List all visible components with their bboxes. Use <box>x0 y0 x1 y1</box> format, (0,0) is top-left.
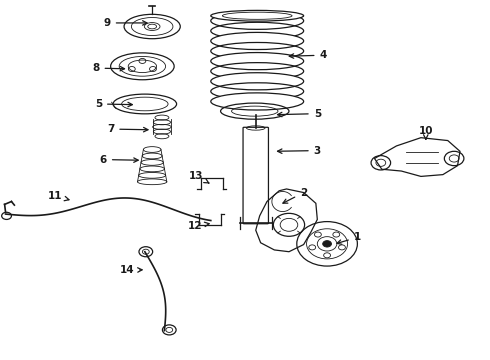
Text: 5: 5 <box>95 99 132 109</box>
Text: 8: 8 <box>92 63 124 73</box>
Text: 12: 12 <box>188 221 209 231</box>
Text: 7: 7 <box>107 124 148 134</box>
Ellipse shape <box>211 53 304 70</box>
Circle shape <box>323 240 331 247</box>
Text: 6: 6 <box>99 154 138 165</box>
Text: 4: 4 <box>289 50 327 60</box>
Ellipse shape <box>211 32 304 50</box>
Ellipse shape <box>246 126 265 130</box>
Text: 2: 2 <box>283 188 307 203</box>
Text: 13: 13 <box>189 171 209 183</box>
Text: 11: 11 <box>48 191 69 201</box>
Ellipse shape <box>211 12 304 30</box>
Text: 5: 5 <box>277 109 321 119</box>
Ellipse shape <box>211 93 304 110</box>
Text: 14: 14 <box>120 265 142 275</box>
Text: 10: 10 <box>418 126 433 139</box>
Text: 1: 1 <box>337 232 361 244</box>
Text: 3: 3 <box>277 145 321 156</box>
Ellipse shape <box>211 73 304 90</box>
Ellipse shape <box>211 10 304 21</box>
Ellipse shape <box>148 24 157 29</box>
Text: 9: 9 <box>104 18 147 28</box>
